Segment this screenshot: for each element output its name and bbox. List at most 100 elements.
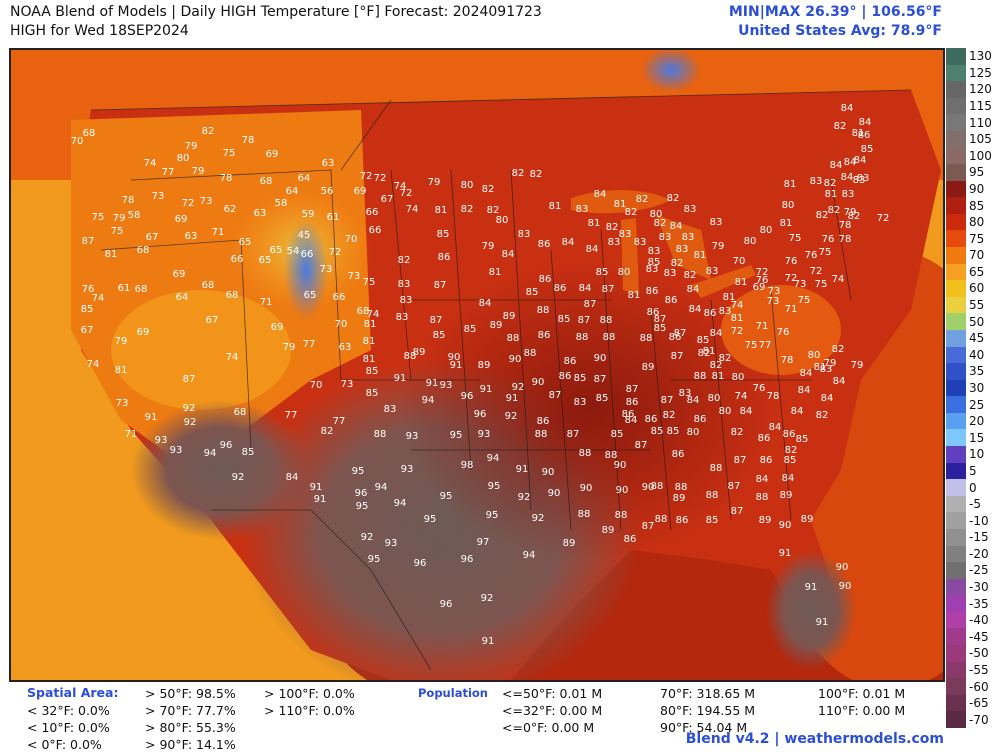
scale-swatch (946, 147, 966, 165)
temp-label: 89 (602, 525, 615, 536)
temp-label: 93 (478, 429, 491, 440)
temp-label: 81 (435, 205, 448, 216)
temp-label: 76 (785, 256, 798, 267)
temp-label: 91 (482, 636, 495, 647)
temp-label: 68 (83, 128, 96, 139)
temp-label: 86 (758, 433, 771, 444)
scale-label: 105 (969, 132, 992, 147)
temp-label: 74 (735, 391, 748, 402)
temp-label: 69 (175, 214, 188, 225)
temp-label: 68 (234, 407, 247, 418)
temp-label: 91 (805, 582, 818, 593)
temp-label: 81 (703, 346, 716, 357)
lake-michigan (621, 218, 639, 295)
temp-label: 83 (853, 175, 866, 186)
temp-label: 74 (406, 204, 419, 215)
temp-label: 90 (642, 482, 655, 493)
temp-label: 73 (116, 398, 129, 409)
scale-swatch (946, 263, 966, 281)
scale-label: -70 (969, 712, 989, 727)
temp-label: 82 (398, 255, 411, 266)
temp-label: 92 (184, 417, 197, 428)
temp-label: 80 (808, 350, 821, 361)
temp-label: 82 (824, 178, 837, 189)
temp-label: 83 (682, 232, 695, 243)
great-basin-warm (111, 290, 291, 410)
stat-col5-2: 90°F: 54.04 M (660, 720, 748, 735)
scale-swatch (946, 595, 966, 613)
scale-swatch (946, 479, 966, 497)
stat-col6-1: 110°F: 0.00 M (818, 703, 906, 718)
temp-label: 61 (327, 212, 340, 223)
temp-label: 74 (832, 274, 845, 285)
temp-label: 84 (791, 406, 804, 417)
scale-swatch (946, 628, 966, 646)
temp-label: 79 (844, 207, 857, 218)
temp-label: 91 (314, 494, 327, 505)
temp-label: 81 (780, 218, 793, 229)
temp-label: 77 (162, 167, 175, 178)
temp-label: 82 (710, 360, 723, 371)
scale-label: 65 (969, 264, 985, 279)
temp-label: 88 (605, 450, 618, 461)
temp-label: 81 (364, 319, 377, 330)
temp-label: 75 (745, 340, 758, 351)
temp-label: 83 (646, 264, 659, 275)
scale-label: -55 (969, 662, 989, 677)
borders (90, 89, 912, 671)
temp-label: 88 (710, 463, 723, 474)
stat-col5-1: 80°F: 194.55 M (660, 703, 756, 718)
temp-label: 74 (367, 309, 380, 320)
temp-label: 84 (689, 304, 702, 315)
scale-label: 130 (969, 49, 992, 64)
temp-label: 86 (704, 308, 717, 319)
temp-label: 87 (578, 315, 591, 326)
temp-label: 96 (440, 599, 453, 610)
temp-label: 83 (676, 244, 689, 255)
temp-label: 83 (710, 217, 723, 228)
scale-label: 5 (969, 463, 977, 478)
temp-label: 83 (648, 246, 661, 257)
temp-label: 95 (488, 481, 501, 492)
florida-heat (766, 550, 856, 670)
temp-label: 91 (145, 412, 158, 423)
temp-label: 81 (614, 199, 627, 210)
stat-col3-1: > 110°F: 0.0% (264, 703, 355, 718)
temp-label: 63 (254, 208, 267, 219)
temp-label: 73 (767, 296, 780, 307)
temp-label: 74 (87, 359, 100, 370)
temp-label: 79 (428, 177, 441, 188)
temp-label: 70 (345, 234, 358, 245)
temp-label: 83 (619, 229, 632, 240)
temp-label: 81 (549, 201, 562, 212)
scale-swatch (946, 562, 966, 580)
scale-label: -25 (969, 563, 989, 578)
temp-label: 80 (782, 200, 795, 211)
stat-col2-0: > 50°F: 98.5% (145, 686, 236, 701)
temp-label: 86 (538, 239, 551, 250)
temp-label: 72 (374, 173, 387, 184)
temp-label: 78 (839, 234, 852, 245)
temp-label: 65 (304, 290, 317, 301)
temp-label: 83 (384, 404, 397, 415)
temp-label: 81 (731, 313, 744, 324)
temp-label: 90 (594, 353, 607, 364)
temp-label: 75 (363, 277, 376, 288)
temp-label: 83 (518, 229, 531, 240)
temp-label: 87 (584, 299, 597, 310)
temp-label: 74 (144, 158, 157, 169)
temp-label: 88 (756, 492, 769, 503)
temp-label: 82 (461, 204, 474, 215)
temp-label: 69 (137, 327, 150, 338)
temp-label: 67 (146, 232, 159, 243)
scale-label: 20 (969, 414, 985, 429)
temp-label: 84 (687, 284, 700, 295)
temp-label: 91 (779, 548, 792, 559)
temp-label: 85 (526, 287, 539, 298)
scale-swatch (946, 545, 966, 563)
temp-label: 80 (719, 406, 732, 417)
temp-label: 84 (841, 172, 854, 183)
temp-label: 69 (271, 322, 284, 333)
scale-label: -65 (969, 696, 989, 711)
temp-label: 73 (152, 191, 165, 202)
